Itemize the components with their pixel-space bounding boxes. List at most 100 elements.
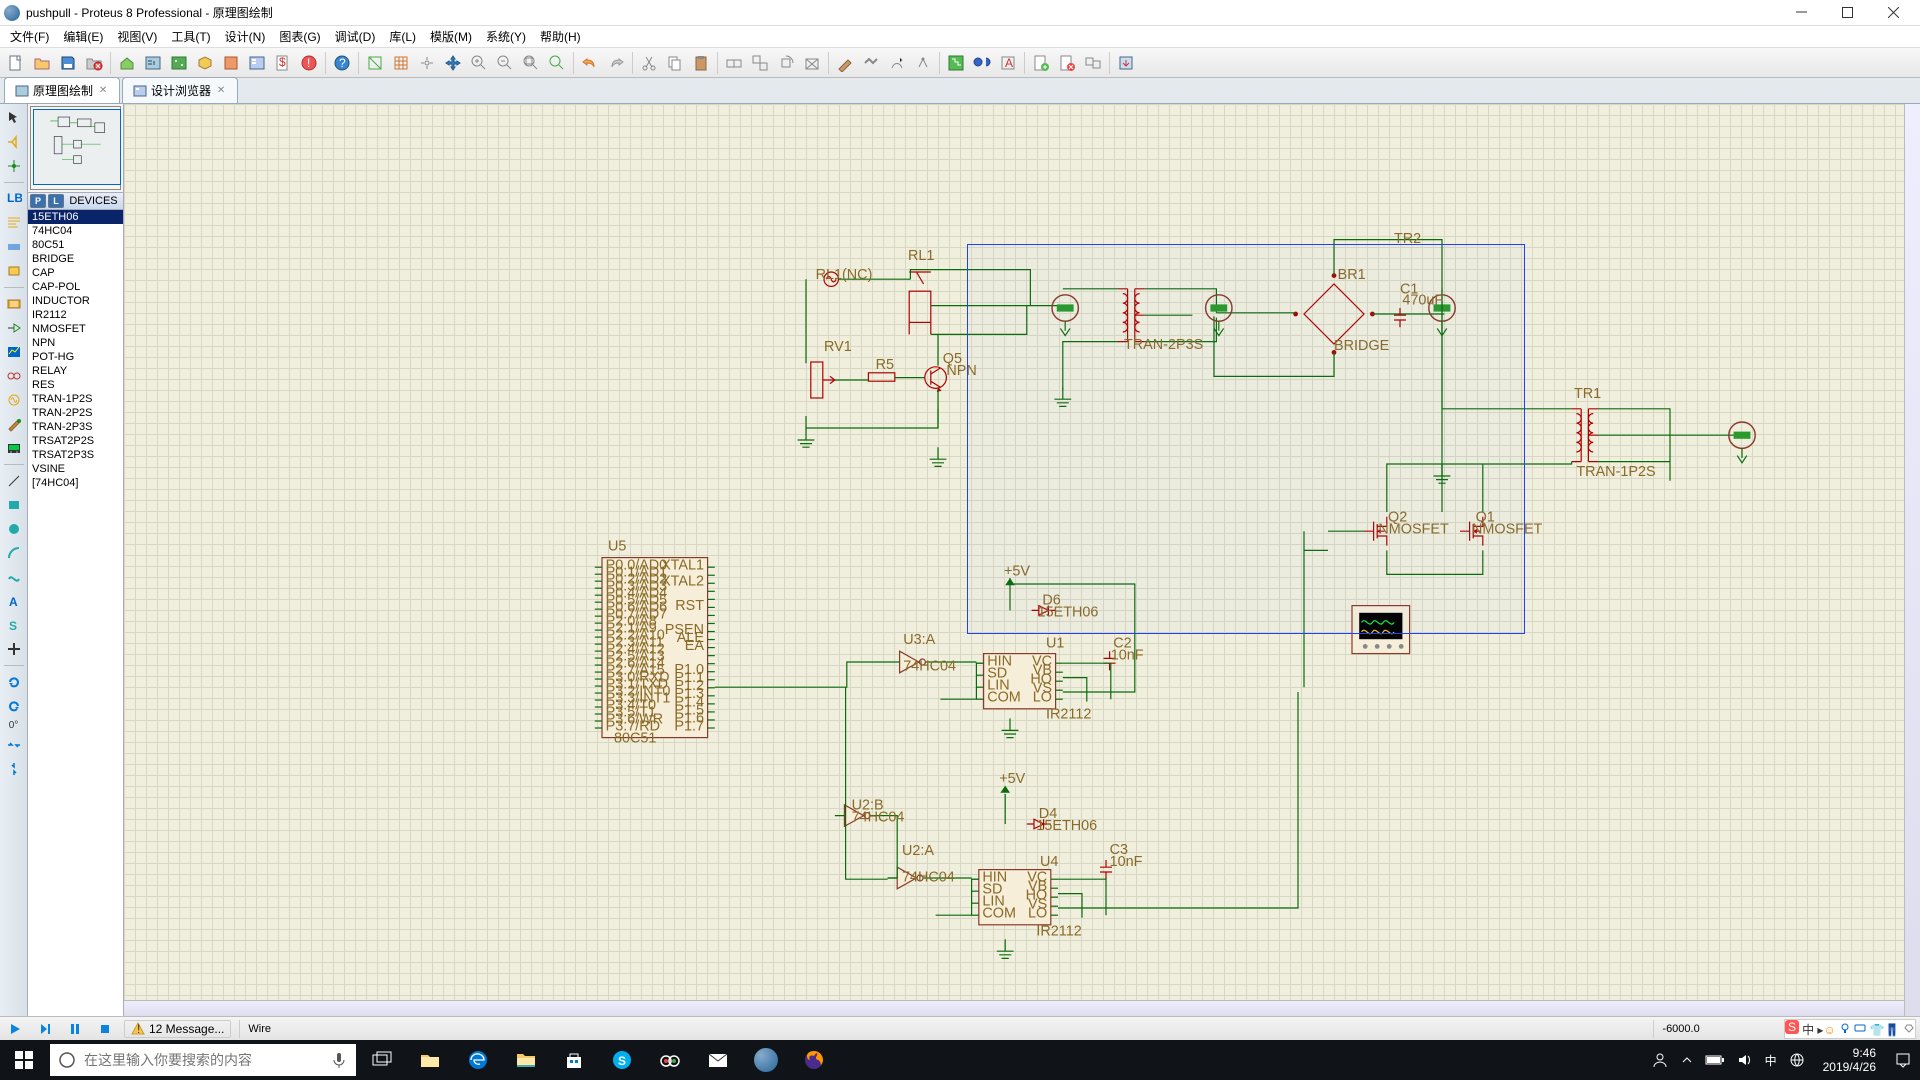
firefox-icon[interactable]	[790, 1040, 838, 1080]
menu-库(L)[interactable]: 库(L)	[383, 26, 422, 47]
menu-图表(G)[interactable]: 图表(G)	[273, 26, 326, 47]
device-item[interactable]: TRAN-2P2S	[28, 406, 123, 420]
minimize-button[interactable]	[1778, 0, 1824, 26]
step-button[interactable]	[34, 1020, 56, 1038]
goto-sheet-button[interactable]	[1081, 51, 1105, 75]
store-icon[interactable]	[550, 1040, 598, 1080]
block-rotate-button[interactable]	[774, 51, 798, 75]
help-button[interactable]: ?	[330, 51, 354, 75]
menu-设计(N)[interactable]: 设计(N)	[219, 26, 272, 47]
grid-button[interactable]	[389, 51, 413, 75]
redraw-button[interactable]	[363, 51, 387, 75]
schematic-canvas[interactable]: P0.0/AD0P0.1/AD1P0.2/AD2P0.3/AD3P0.4/AD4…	[124, 104, 1920, 1016]
terminal-tool[interactable]	[3, 294, 25, 314]
exit-button[interactable]	[1114, 51, 1138, 75]
open-button[interactable]	[30, 51, 54, 75]
menu-调试(D)[interactable]: 调试(D)	[329, 26, 382, 47]
tripadvisor-icon[interactable]	[646, 1040, 694, 1080]
search-input[interactable]	[84, 1052, 330, 1068]
device-item[interactable]: TRAN-1P2S	[28, 392, 123, 406]
paste-button[interactable]	[689, 51, 713, 75]
label-tool[interactable]: LBL	[3, 189, 25, 209]
close-button[interactable]	[1870, 0, 1916, 26]
skype-icon[interactable]: S	[598, 1040, 646, 1080]
2dcircle-tool[interactable]	[3, 519, 25, 539]
device-item[interactable]: BRIDGE	[28, 252, 123, 266]
wire-autoroute-button[interactable]	[944, 51, 968, 75]
errors-button[interactable]: !	[297, 51, 321, 75]
delete-sheet-button[interactable]	[1055, 51, 1079, 75]
2dtext-tool[interactable]: A	[3, 591, 25, 611]
marker-tool[interactable]	[3, 639, 25, 659]
menu-帮助(H)[interactable]: 帮助(H)	[534, 26, 587, 47]
block-move-button[interactable]	[748, 51, 772, 75]
subcircuit-tool[interactable]	[3, 261, 25, 281]
maximize-button[interactable]	[1824, 0, 1870, 26]
devices-list[interactable]: 15ETH0674HC0480C51BRIDGECAPCAP-POLINDUCT…	[28, 210, 123, 1016]
volume-icon[interactable]	[1737, 1052, 1753, 1068]
device-item[interactable]: INDUCTOR	[28, 294, 123, 308]
menu-模版(M)[interactable]: 模版(M)	[424, 26, 478, 47]
device-item[interactable]: CAP	[28, 266, 123, 280]
block-delete-button[interactable]	[800, 51, 824, 75]
instrument-tool[interactable]	[3, 438, 25, 458]
2dbox-tool[interactable]	[3, 495, 25, 515]
2darc-tool[interactable]	[3, 543, 25, 563]
gerber-button[interactable]	[219, 51, 243, 75]
proteus-task-icon[interactable]	[742, 1040, 790, 1080]
network-icon[interactable]	[1789, 1052, 1805, 1068]
device-item[interactable]: VSINE	[28, 462, 123, 476]
pan-button[interactable]	[441, 51, 465, 75]
probe-tool[interactable]	[3, 414, 25, 434]
explorer-icon[interactable]	[406, 1040, 454, 1080]
design-explorer-button[interactable]	[245, 51, 269, 75]
bom-button[interactable]: $	[271, 51, 295, 75]
device-item[interactable]: 74HC04	[28, 224, 123, 238]
device-item[interactable]: IR2112	[28, 308, 123, 322]
new-button[interactable]	[4, 51, 28, 75]
rotate-ccw-button[interactable]	[3, 696, 25, 716]
device-item[interactable]: [74HC04]	[28, 476, 123, 490]
tray-ime-label[interactable]: 中	[1765, 1052, 1777, 1069]
menu-文件(F)[interactable]: 文件(F)	[4, 26, 55, 47]
tab-设计浏览器[interactable]: 设计浏览器✕	[122, 77, 238, 103]
zoom-out-button[interactable]	[493, 51, 517, 75]
play-button[interactable]	[4, 1020, 26, 1038]
zoom-in-button[interactable]	[467, 51, 491, 75]
generator-tool[interactable]	[3, 390, 25, 410]
fileexplorer-icon[interactable]	[502, 1040, 550, 1080]
cut-button[interactable]	[637, 51, 661, 75]
device-item[interactable]: CAP-POL	[28, 280, 123, 294]
taskview-button[interactable]	[358, 1040, 406, 1080]
2dpath-tool[interactable]	[3, 567, 25, 587]
device-item[interactable]: NPN	[28, 336, 123, 350]
package-button[interactable]	[885, 51, 909, 75]
property-button[interactable]: A	[996, 51, 1020, 75]
device-item[interactable]: TRSAT2P2S	[28, 434, 123, 448]
save-button[interactable]	[56, 51, 80, 75]
schematic-button[interactable]	[141, 51, 165, 75]
edge-icon[interactable]	[454, 1040, 502, 1080]
people-icon[interactable]	[1651, 1051, 1669, 1069]
text-script-tool[interactable]	[3, 213, 25, 233]
tape-tool[interactable]	[3, 366, 25, 386]
copy-button[interactable]	[663, 51, 687, 75]
device-item[interactable]: NMOSFET	[28, 322, 123, 336]
zoom-area-button[interactable]	[545, 51, 569, 75]
junction-tool[interactable]	[3, 156, 25, 176]
notifications-icon[interactable]	[1894, 1051, 1912, 1069]
graph-tool[interactable]	[3, 342, 25, 362]
device-item[interactable]: TRSAT2P3S	[28, 448, 123, 462]
overview-preview[interactable]	[30, 106, 121, 190]
mail-icon[interactable]	[694, 1040, 742, 1080]
make-button[interactable]	[859, 51, 883, 75]
search-button[interactable]	[970, 51, 994, 75]
tab-close[interactable]: ✕	[97, 85, 109, 97]
menu-系统(Y)[interactable]: 系统(Y)	[480, 26, 532, 47]
messages-box[interactable]: ! 12 Message...	[124, 1020, 231, 1038]
bus-tool[interactable]	[3, 237, 25, 257]
pcb-button[interactable]	[167, 51, 191, 75]
stop-button[interactable]	[94, 1020, 116, 1038]
decompose-button[interactable]	[911, 51, 935, 75]
device-item[interactable]: RELAY	[28, 364, 123, 378]
